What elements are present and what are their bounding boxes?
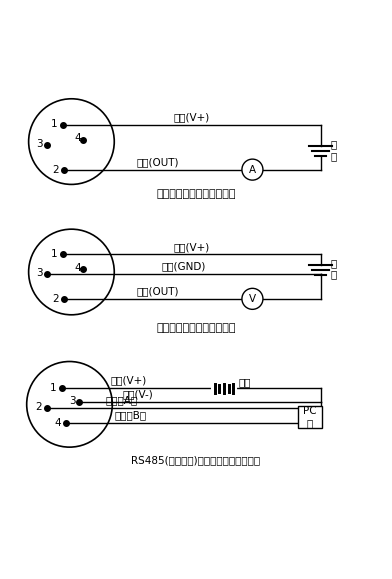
Text: 4: 4 xyxy=(74,263,81,273)
Circle shape xyxy=(242,159,263,180)
Text: 电
源: 电 源 xyxy=(330,140,336,161)
Text: V: V xyxy=(249,294,256,304)
Text: 1: 1 xyxy=(49,383,56,393)
Text: 蓝线(V-): 蓝线(V-) xyxy=(122,389,153,399)
Text: 2: 2 xyxy=(52,164,58,175)
Text: 3: 3 xyxy=(36,268,43,278)
Text: 电
源: 电 源 xyxy=(330,258,336,280)
Text: 蓝线(GND): 蓝线(GND) xyxy=(162,261,206,271)
Text: 电源: 电源 xyxy=(238,377,250,387)
Text: 3: 3 xyxy=(36,140,43,149)
Text: 黄线（A）: 黄线（A） xyxy=(105,395,138,405)
Text: 电压输出接线图（三线制）: 电压输出接线图（三线制） xyxy=(156,324,236,334)
Text: 红线(V+): 红线(V+) xyxy=(174,112,210,123)
Circle shape xyxy=(242,288,263,309)
Text: 黄线(OUT): 黄线(OUT) xyxy=(137,286,179,296)
Text: 1: 1 xyxy=(51,249,57,259)
Text: 白线（B）: 白线（B） xyxy=(115,410,147,420)
Text: 红线(V+): 红线(V+) xyxy=(174,242,210,252)
Text: 蓝线(OUT): 蓝线(OUT) xyxy=(137,157,179,167)
Text: 2: 2 xyxy=(35,402,42,412)
Text: 2: 2 xyxy=(52,294,58,304)
Text: 1: 1 xyxy=(51,119,57,129)
Text: 红线(V+): 红线(V+) xyxy=(111,376,147,386)
Text: 3: 3 xyxy=(69,396,76,406)
Text: 4: 4 xyxy=(74,134,81,144)
Text: 电流输出接线图（两线制）: 电流输出接线图（两线制） xyxy=(156,189,236,199)
Text: RS485(数字信号)输出接线图（四线制）: RS485(数字信号)输出接线图（四线制） xyxy=(131,455,261,465)
Text: 4: 4 xyxy=(54,417,61,428)
Text: PC
机: PC 机 xyxy=(303,406,317,428)
Bar xyxy=(298,406,322,428)
Text: A: A xyxy=(249,164,256,175)
